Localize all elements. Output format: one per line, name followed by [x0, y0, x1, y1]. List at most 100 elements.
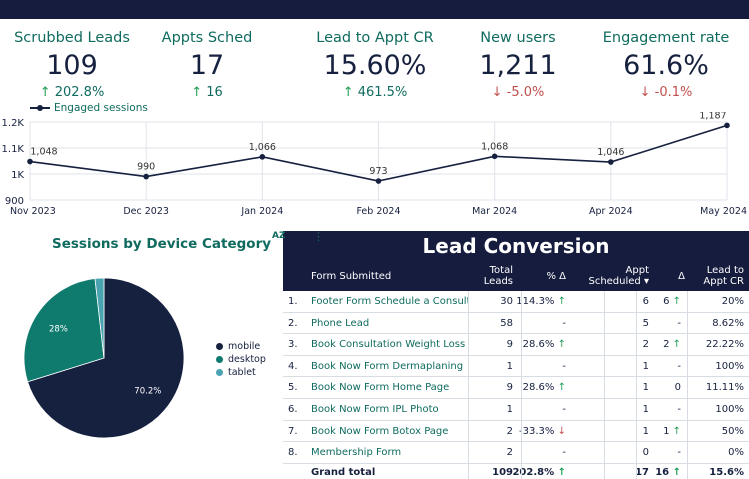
kpi-value: 61.6% — [623, 50, 709, 81]
pct-change: - — [562, 317, 566, 329]
legend-label: desktop — [228, 354, 266, 365]
sort-az-icon[interactable]: AZ — [272, 231, 286, 241]
arrow-down-icon: ↓ — [557, 425, 566, 437]
pct-change: -33.3% ↓ — [519, 425, 566, 437]
form-name: Phone Lead — [311, 317, 370, 329]
device-category-pie-chart[interactable]: 70.2% 28% — [0, 262, 210, 462]
x-tick-label: Nov 2023 — [10, 206, 56, 217]
kpi-label: Engagement rate — [602, 30, 730, 46]
arrow-up-icon: ↑ — [191, 85, 203, 100]
appt-scheduled: 1 — [642, 382, 649, 394]
table-row[interactable]: 6. Book Now Form IPL Photo 1 - 1 - 100% — [283, 399, 749, 421]
arrow-down-icon: ↓ — [491, 85, 503, 100]
appt-scheduled: 6 — [642, 296, 649, 307]
legend-swatch — [30, 105, 50, 111]
legend-label: mobile — [228, 341, 261, 352]
col-delta[interactable]: Δ — [678, 271, 685, 282]
legend-label: tablet — [228, 367, 256, 378]
col-total-leads[interactable]: Total Leads — [483, 265, 513, 287]
kpi-lead-to-appt-cr: Lead to Appt CR 15.60% ↑ 461.5% — [305, 30, 445, 100]
table-row[interactable]: 4. Book Now Form Dermaplaning 1 - 1 - 100% — [283, 356, 749, 378]
col-appt-scheduled[interactable]: Appt Scheduled ▾ — [588, 265, 649, 287]
table-row[interactable]: 2. Phone Lead 58 - 5 - 8.62% — [283, 313, 749, 335]
data-point — [375, 178, 382, 184]
arrow-up-icon: ↑ — [557, 339, 566, 351]
kpi-value: 109 — [46, 50, 98, 81]
data-point — [143, 173, 149, 180]
row-index: 2. — [288, 317, 298, 329]
column-divider — [468, 291, 469, 479]
col-form-submitted[interactable]: Form Submitted — [311, 271, 392, 282]
engaged-sessions-line-chart[interactable]: 900 1K 1.1K 1.2K Nov 2023 Dec 2023 Jan 2024 Feb… — [0, 112, 749, 222]
total-leads: 1 — [506, 404, 513, 415]
form-name: Book Now Form IPL Photo — [311, 404, 439, 415]
total-leads: 1 — [506, 360, 513, 372]
row-index: 7. — [288, 425, 298, 437]
data-label: 973 — [369, 166, 387, 177]
table-row[interactable]: 1. Footer Form Schedule a Consultation 301… — [283, 291, 749, 313]
lead-to-appt-cr: 22.22% — [705, 339, 744, 351]
kpi-label: Scrubbed Leads — [14, 30, 130, 46]
total-leads: 2 — [506, 447, 513, 459]
legend-swatch — [216, 369, 223, 376]
row-index: 8. — [288, 447, 298, 459]
data-label: 990 — [137, 162, 155, 173]
kpi-value: 17 — [189, 50, 225, 81]
lead-to-appt-cr: 100% — [715, 360, 744, 372]
appt-delta: 1 ↑ — [663, 425, 681, 437]
table-row[interactable]: 5. Book Now Form Home Page 9 28.6% ↑ 1 0 11.11… — [283, 377, 749, 399]
arrow-up-icon: ↑ — [342, 85, 354, 100]
data-point — [259, 154, 266, 160]
total-leads: 9 — [506, 339, 513, 351]
x-tick-label: Feb 2024 — [356, 206, 400, 217]
kpi-change: ↑ 202.8% — [39, 85, 105, 100]
lead-to-appt-cr: 11.11% — [705, 382, 744, 394]
kpi-appts-sched: Appts Sched 17 ↑ 16 — [152, 30, 262, 100]
appt-scheduled: 2 — [642, 339, 649, 351]
legend-item-mobile[interactable]: mobile — [216, 341, 266, 352]
appt-delta: 16 ↑ — [655, 466, 681, 478]
arrow-up-icon: ↑ — [557, 466, 566, 478]
row-index: 4. — [288, 360, 298, 372]
line-chart-legend[interactable]: Engaged sessions — [30, 102, 148, 114]
table-row[interactable]: 3. Book Consultation Weight Loss 9 28.6% ↑ 2… — [283, 334, 749, 356]
pct-change: - — [562, 447, 566, 459]
table-row[interactable]: 8. Membership Form 2 - 0 - 0% — [283, 442, 749, 464]
lead-to-appt-cr: 15.6% — [709, 466, 744, 478]
total-leads: 9 — [506, 382, 513, 394]
kpi-scrubbed-leads: Scrubbed Leads 109 ↑ 202.8% — [12, 30, 132, 100]
pct-change: 28.6% ↑ — [522, 339, 566, 351]
appt-delta: - — [677, 317, 681, 329]
legend-item-tablet[interactable]: tablet — [216, 367, 266, 378]
arrow-up-icon: ↑ — [672, 466, 681, 478]
appt-scheduled: 1 — [642, 360, 649, 372]
col-lead-to-appt-cr[interactable]: Lead to Appt CR — [703, 265, 744, 287]
appt-delta: 2 ↑ — [663, 339, 681, 351]
arrow-up-icon: ↑ — [39, 85, 51, 100]
appt-scheduled: 17 — [635, 466, 649, 478]
appt-scheduled: 1 — [642, 404, 649, 415]
row-index: 3. — [288, 339, 298, 351]
y-tick-label: 900 — [5, 196, 24, 207]
kpi-value: 1,211 — [479, 50, 557, 81]
pie-chart-legend: mobile desktop tablet — [216, 341, 266, 380]
y-tick-label: 1K — [11, 170, 24, 181]
kpi-change: ↑ 461.5% — [342, 85, 408, 100]
grand-total-label: Grand total — [311, 466, 376, 478]
column-divider — [687, 291, 688, 479]
table-header: Form Submitted Total Leads % Δ Appt Sche… — [283, 261, 749, 291]
table-row[interactable]: 7. Book Now Form Botox Page 2 -33.3% ↓ 1 1 ↑ 5… — [283, 421, 749, 443]
legend-item-desktop[interactable]: desktop — [216, 354, 266, 365]
column-divider — [604, 291, 605, 479]
more-vert-icon[interactable]: ⋮ — [313, 230, 324, 243]
row-index: 1. — [288, 296, 298, 307]
col-pct-delta[interactable]: % Δ — [546, 271, 566, 282]
column-divider — [521, 291, 522, 479]
appt-scheduled: 5 — [642, 317, 649, 329]
kpi-new-users: New users 1,211 ↓ -5.0% — [468, 30, 568, 100]
kpi-engagement-rate: Engagement rate 61.6% ↓ -0.1% — [600, 30, 732, 100]
form-name: Book Now Form Dermaplaning — [311, 360, 464, 372]
kpi-change: ↑ 16 — [191, 85, 223, 100]
pie-chart-title: Sessions by Device Category — [52, 236, 272, 252]
legend-label: Engaged sessions — [54, 102, 148, 114]
